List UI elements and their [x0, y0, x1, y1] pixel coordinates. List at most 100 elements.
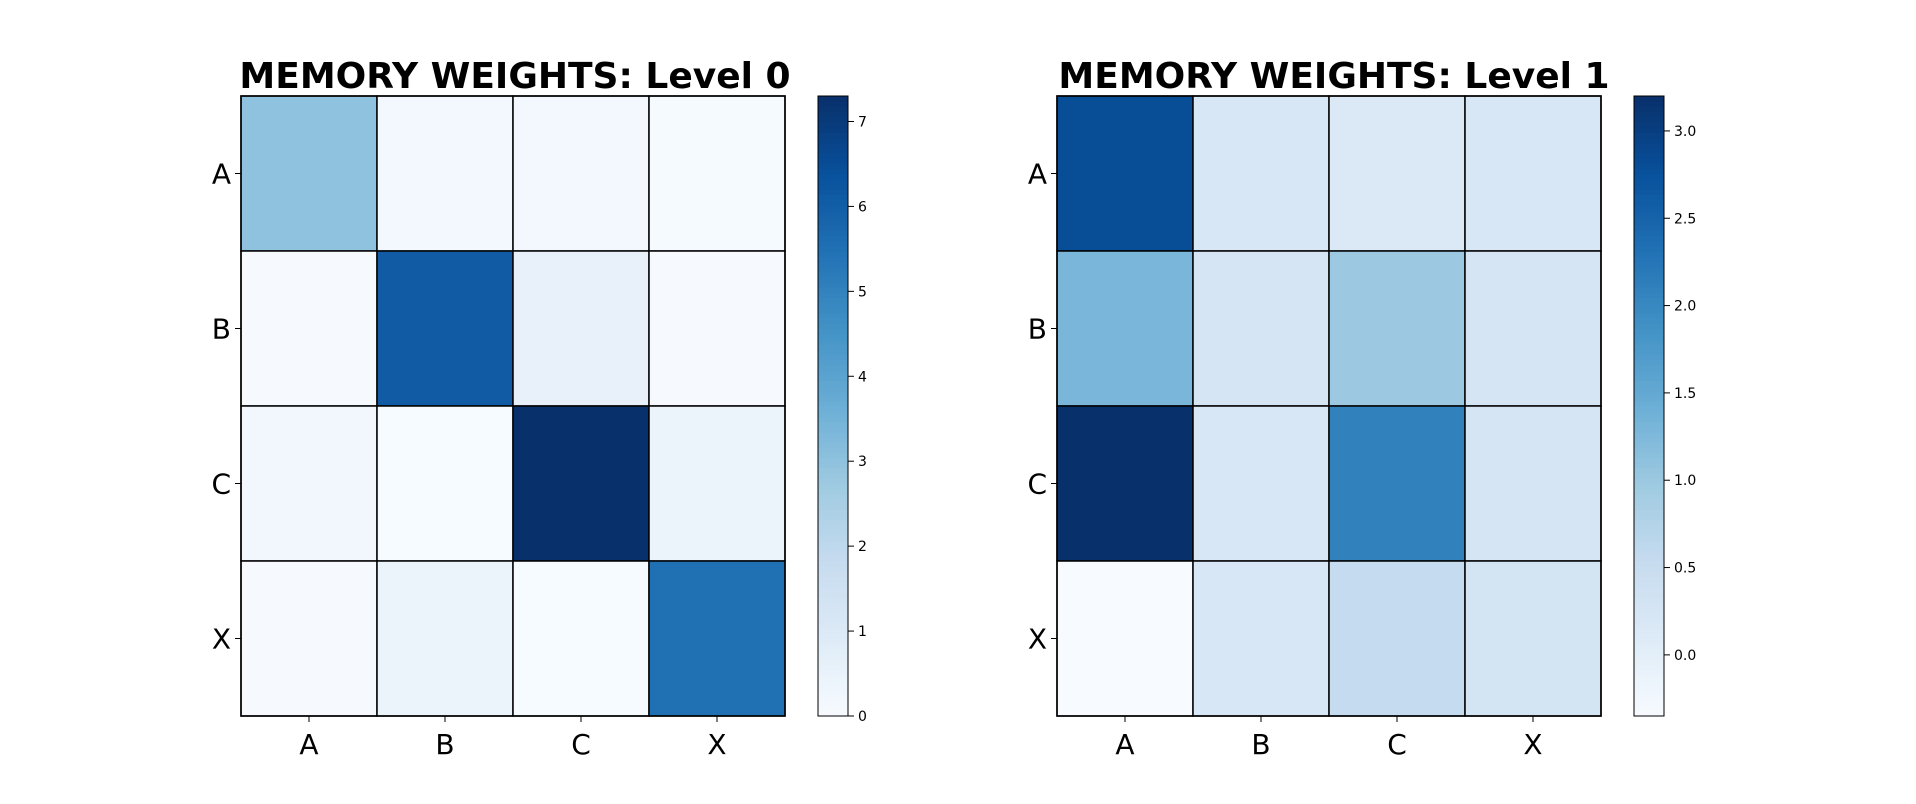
heatmap-cell	[512, 95, 650, 252]
colorbar-segment	[818, 220, 848, 226]
colorbar-tick-label: 1.5	[1674, 386, 1696, 402]
heatmap-cell	[376, 405, 514, 562]
colorbar-segment	[1634, 276, 1664, 283]
heatmap-cell	[648, 95, 786, 252]
colorbar-segment	[818, 457, 848, 464]
colorbar-segment	[1634, 592, 1664, 598]
heatmap-frame	[240, 95, 786, 717]
colorbar-segment	[1634, 571, 1664, 578]
colorbar-segment	[818, 101, 848, 107]
colorbar-segment	[1634, 416, 1664, 423]
colorbar-segment	[1634, 333, 1664, 340]
heatmap-cell	[648, 405, 786, 562]
colorbar-segment	[1634, 617, 1664, 624]
colorbar-segment	[818, 416, 848, 423]
colorbar-segment	[818, 411, 848, 417]
y-tick-label: C	[1027, 468, 1047, 501]
colorbar-segment	[1634, 209, 1664, 216]
colorbar-segment	[818, 276, 848, 283]
colorbar-segment	[1634, 111, 1664, 118]
colorbar-segment	[1634, 545, 1664, 552]
colorbar-segment	[818, 323, 848, 330]
y-tick-label: X	[1028, 623, 1047, 656]
colorbar-frame	[1633, 95, 1665, 717]
heatmap-cell	[1192, 250, 1330, 407]
heatmap-cell	[1192, 405, 1330, 562]
colorbar-segment	[818, 137, 848, 144]
colorbar-segment	[1634, 199, 1664, 206]
colorbar-segment	[818, 178, 848, 185]
heatmap-cell	[512, 560, 650, 717]
y-tick-label: C	[211, 468, 231, 501]
colorbar-tick-label: 2	[858, 539, 867, 555]
colorbar-segment	[818, 519, 848, 526]
colorbar-segment	[1634, 597, 1664, 603]
heatmap-cell	[1056, 95, 1194, 252]
colorbar-segment	[1634, 483, 1664, 490]
colorbar-segment	[818, 592, 848, 598]
colorbar-segment	[818, 261, 848, 268]
colorbar-segment	[1634, 550, 1664, 557]
colorbar-segment	[1634, 261, 1664, 268]
colorbar-tick-label: 4	[858, 369, 867, 385]
colorbar-segment	[1634, 168, 1664, 175]
colorbar-segment	[818, 514, 848, 521]
colorbar-segment	[818, 225, 848, 231]
colorbar-segment	[818, 550, 848, 557]
colorbar-segment	[1634, 623, 1664, 629]
colorbar-segment	[818, 96, 848, 102]
colorbar-segment	[1634, 297, 1664, 304]
colorbar-segment	[1634, 375, 1664, 381]
colorbar-segment	[818, 664, 848, 671]
colorbar-segment	[1634, 220, 1664, 226]
colorbar-segment	[818, 354, 848, 361]
colorbar-segment	[1634, 245, 1664, 252]
colorbar-tick-label: 0.5	[1674, 561, 1696, 577]
colorbar-segment	[818, 235, 848, 242]
colorbar-segment	[1634, 421, 1664, 428]
colorbar-segment	[818, 545, 848, 552]
colorbar-segment	[818, 597, 848, 603]
heatmap-cell	[376, 250, 514, 407]
y-tick-label: B	[212, 313, 231, 346]
colorbar-segment	[818, 535, 848, 541]
colorbar-segment	[818, 333, 848, 340]
colorbar-segment	[818, 282, 848, 288]
colorbar-segment	[818, 199, 848, 206]
colorbar-segment	[1634, 648, 1664, 655]
heatmap-cell	[1192, 560, 1330, 717]
colorbar-segment	[1634, 364, 1664, 371]
colorbar-segment	[818, 623, 848, 629]
colorbar-segment	[1634, 442, 1664, 448]
colorbar-segment	[818, 251, 848, 257]
colorbar-segment	[1634, 447, 1664, 454]
colorbar-segment	[1634, 163, 1664, 169]
colorbar-segment	[1634, 116, 1664, 123]
colorbar-segment	[1634, 194, 1664, 200]
colorbar-segment	[1634, 669, 1664, 676]
colorbar-segment	[1634, 292, 1664, 299]
colorbar-segment	[818, 194, 848, 200]
colorbar-segment	[818, 116, 848, 123]
colorbar-segment	[1634, 561, 1664, 567]
colorbar-segment	[1634, 690, 1664, 696]
heatmap-cell	[512, 250, 650, 407]
colorbar-tick-label: 3.0	[1674, 124, 1696, 140]
heatmap-cell	[1192, 95, 1330, 252]
colorbar-segment	[1634, 214, 1664, 221]
colorbar-segment	[818, 524, 848, 531]
colorbar-segment	[1634, 287, 1664, 293]
colorbar-segment	[818, 685, 848, 691]
heatmap-cell	[1056, 405, 1194, 562]
colorbar-segment	[1634, 266, 1664, 273]
colorbar-segment	[1634, 142, 1664, 149]
colorbar-segment	[1634, 659, 1664, 665]
colorbar-segment	[1634, 524, 1664, 531]
colorbar-segment	[1634, 152, 1664, 159]
colorbar-segment	[818, 638, 848, 645]
colorbar-segment	[818, 478, 848, 485]
colorbar-segment	[1634, 395, 1664, 402]
colorbar-segment	[1634, 705, 1664, 712]
colorbar-segment	[818, 302, 848, 309]
colorbar-segment	[1634, 586, 1664, 593]
